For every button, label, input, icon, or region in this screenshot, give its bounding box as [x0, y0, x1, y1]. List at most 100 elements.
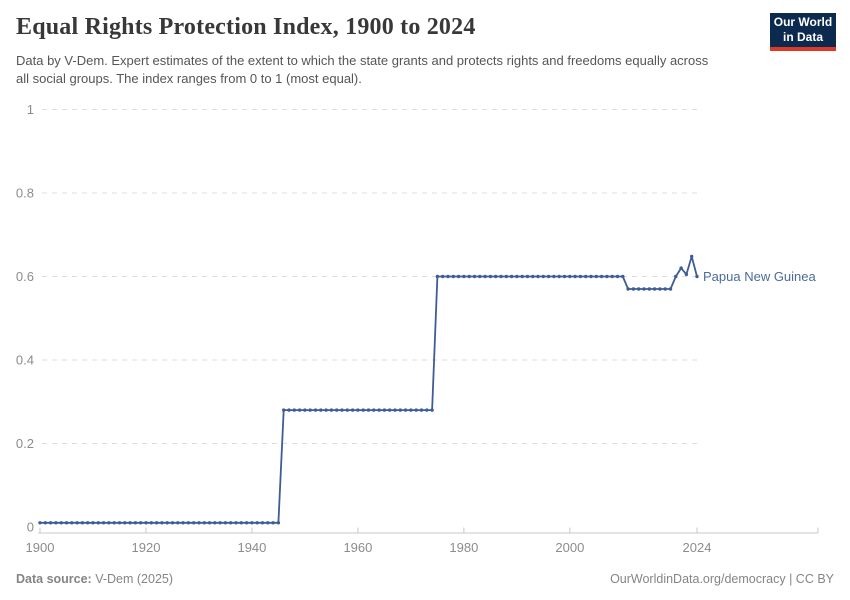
series-point	[398, 408, 402, 412]
series-point	[292, 408, 296, 412]
series-point	[430, 408, 434, 412]
series-point	[70, 521, 74, 525]
series-point	[239, 521, 243, 525]
series-point	[54, 521, 58, 525]
owid-logo-line1: Our World	[773, 15, 833, 29]
series-point	[573, 274, 577, 279]
series-point	[255, 521, 259, 525]
series-point	[176, 521, 180, 525]
series-point	[388, 408, 392, 412]
series-point	[192, 521, 196, 525]
series-point	[80, 521, 85, 525]
series-point	[139, 521, 143, 525]
series-point	[229, 521, 233, 525]
series-point	[441, 274, 445, 279]
series-point	[605, 274, 609, 279]
series-point	[684, 272, 689, 277]
series-point	[186, 521, 191, 525]
series-point	[584, 274, 588, 279]
x-tick-label: 2024	[683, 540, 712, 555]
series-point	[250, 521, 254, 525]
series-point	[244, 521, 249, 525]
chart-subtitle: Data by V-Dem. Expert estimates of the e…	[16, 53, 709, 86]
series-point	[223, 521, 228, 525]
footer-link[interactable]: OurWorldinData.org/democracy	[610, 572, 786, 586]
series-point	[335, 408, 339, 412]
series-point	[356, 408, 360, 412]
series-point	[165, 521, 169, 525]
series-point	[647, 287, 651, 291]
series-point	[541, 274, 545, 279]
series-point	[207, 521, 212, 525]
y-tick-label: 0.8	[16, 186, 34, 201]
series-point	[345, 408, 349, 412]
series-point	[456, 274, 461, 279]
series-point	[287, 408, 291, 412]
series-point	[488, 274, 493, 279]
series-point	[504, 274, 508, 279]
series-point	[610, 274, 614, 279]
series-point	[589, 274, 593, 279]
series-group[interactable]	[38, 254, 699, 525]
series-point	[472, 274, 477, 279]
series-label[interactable]: Papua New Guinea	[703, 269, 817, 284]
owid-logo[interactable]: Our World in Data	[770, 13, 836, 51]
series-point	[276, 521, 281, 525]
series-point	[234, 521, 238, 525]
series-point	[626, 287, 630, 291]
series-point	[695, 274, 699, 279]
series-point	[621, 274, 625, 279]
series-point	[403, 408, 408, 412]
series-line[interactable]	[40, 255, 698, 524]
footer-right: OurWorldinData.org/democracy | CC BY	[610, 572, 834, 586]
series-point	[91, 521, 95, 525]
series-point	[372, 408, 376, 412]
series-point	[303, 408, 307, 412]
series-point	[144, 521, 148, 525]
series-point	[674, 274, 678, 279]
series-point	[117, 521, 122, 525]
series-point	[557, 274, 561, 279]
series-point	[340, 408, 344, 412]
series-point	[361, 408, 365, 412]
series-point	[197, 521, 201, 525]
series-point	[297, 408, 302, 412]
series-point	[266, 521, 270, 525]
series-point	[552, 274, 556, 279]
series-point	[112, 521, 116, 525]
series-point	[536, 274, 540, 279]
series-point	[642, 287, 646, 291]
series-point	[515, 274, 519, 279]
series-point	[409, 408, 413, 412]
series-point	[350, 408, 355, 412]
data-source-note: Data source: V-Dem (2025)	[16, 572, 173, 586]
series-point	[329, 408, 334, 412]
x-tick-label: 2000	[555, 540, 584, 555]
series-point	[308, 408, 312, 412]
series-point	[652, 287, 657, 291]
series-point	[425, 408, 429, 412]
series-point	[75, 521, 79, 525]
series-point	[202, 521, 206, 525]
series-point	[43, 521, 47, 525]
x-tick-label: 1900	[26, 540, 55, 555]
series-point	[366, 408, 371, 412]
y-tick-label: 0	[27, 520, 34, 535]
series-point	[64, 521, 69, 525]
series-point	[38, 521, 42, 525]
page-title: Equal Rights Protection Index, 1900 to 2…	[16, 14, 476, 40]
y-tick-label: 0.2	[16, 436, 34, 451]
series-point	[446, 274, 450, 279]
series-point	[160, 521, 164, 525]
series-point	[48, 521, 53, 525]
series-point	[123, 521, 127, 525]
series-point	[531, 274, 535, 279]
series-point	[414, 408, 418, 412]
series-point	[546, 274, 551, 279]
series-point	[494, 274, 498, 279]
series-point	[313, 408, 318, 412]
series-point	[525, 274, 530, 279]
series-point	[393, 408, 397, 412]
series-point	[690, 254, 694, 259]
